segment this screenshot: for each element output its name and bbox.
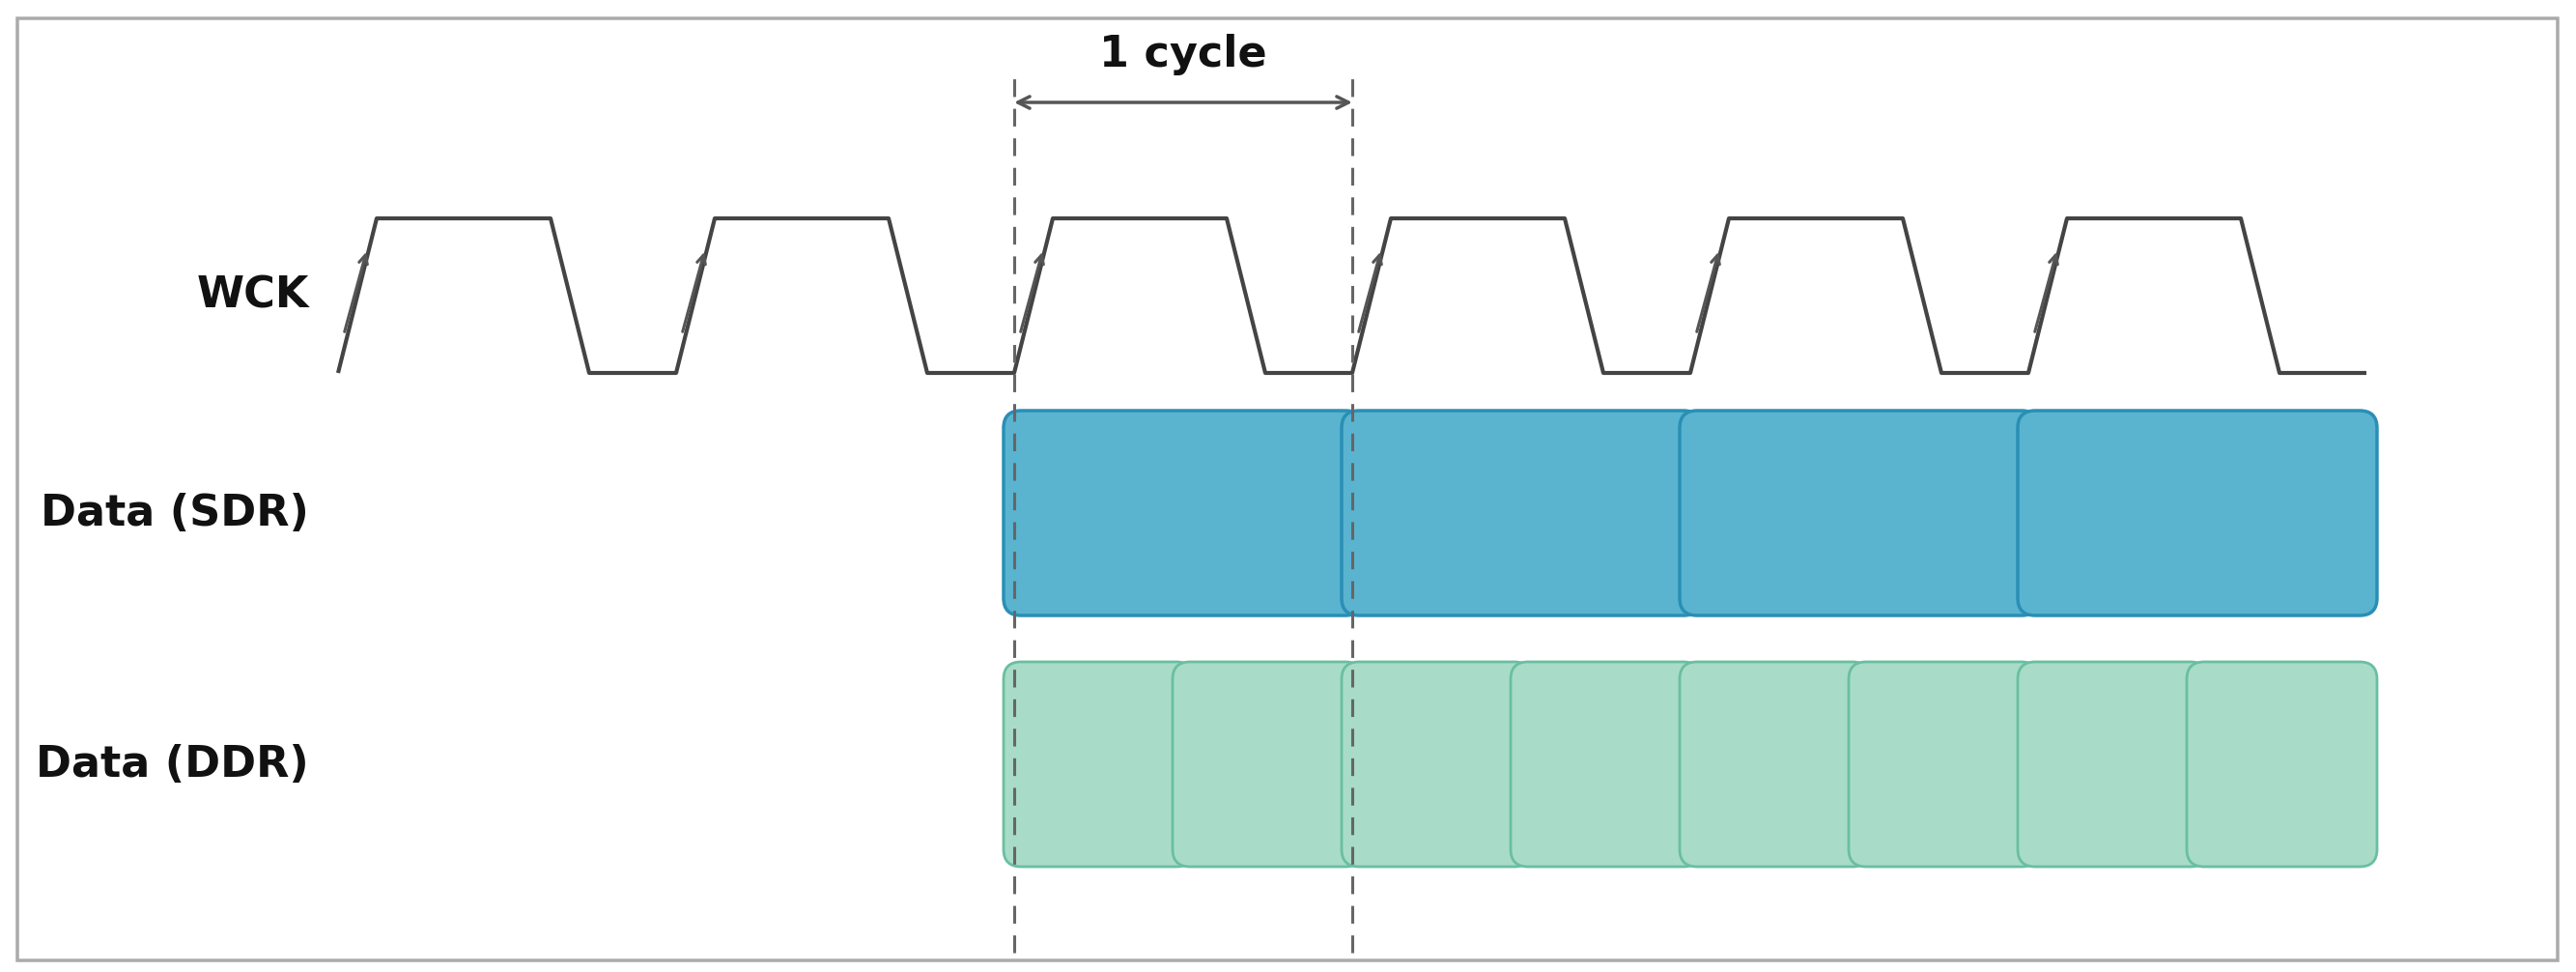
Text: 1 cycle: 1 cycle bbox=[1100, 34, 1267, 76]
FancyBboxPatch shape bbox=[1680, 662, 1870, 867]
FancyBboxPatch shape bbox=[1172, 662, 1363, 867]
FancyBboxPatch shape bbox=[2187, 662, 2378, 867]
FancyBboxPatch shape bbox=[1005, 662, 1193, 867]
FancyBboxPatch shape bbox=[1342, 662, 1533, 867]
Text: Data (SDR): Data (SDR) bbox=[41, 492, 309, 534]
Text: WCK: WCK bbox=[196, 275, 309, 317]
FancyBboxPatch shape bbox=[1850, 662, 2040, 867]
FancyBboxPatch shape bbox=[2017, 662, 2208, 867]
FancyBboxPatch shape bbox=[1342, 410, 1700, 615]
FancyBboxPatch shape bbox=[1680, 410, 2040, 615]
FancyBboxPatch shape bbox=[1510, 662, 1700, 867]
Text: Data (DDR): Data (DDR) bbox=[36, 744, 309, 785]
FancyBboxPatch shape bbox=[1005, 410, 1363, 615]
FancyBboxPatch shape bbox=[2017, 410, 2378, 615]
